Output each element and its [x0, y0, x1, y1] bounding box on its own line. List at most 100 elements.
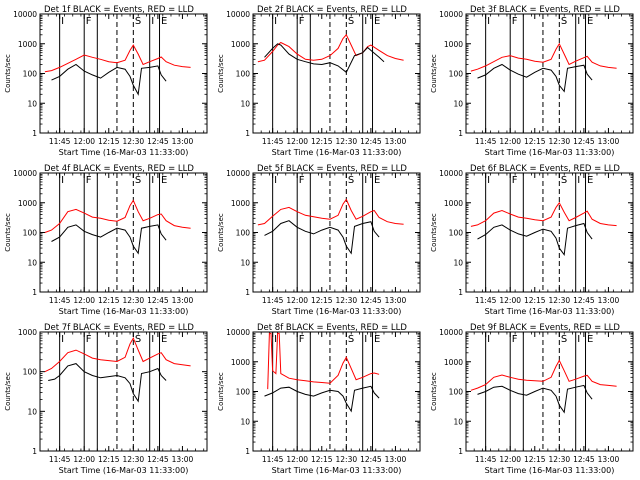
y-tick-label: 10 — [453, 258, 463, 267]
y-tick-label: 1 — [32, 447, 37, 456]
x-tick-label: 13:00 — [172, 137, 194, 146]
y-axis-label: Counts/sec — [430, 372, 438, 411]
event-marker-label: F — [299, 175, 305, 186]
x-tick-label: 12:15 — [311, 296, 333, 305]
event-marker-label: S — [348, 334, 354, 345]
x-axis-label: Start Time (16-Mar-03 11:33:00) — [272, 466, 402, 475]
x-tick-label: 12:45 — [573, 455, 595, 464]
event-marker-label: I — [364, 334, 367, 345]
event-marker-label: E — [374, 16, 380, 27]
x-tick-label: 11:45 — [262, 455, 284, 464]
chart-panel: Det 4f BLACK = Events, RED = LLD Counts/s… — [4, 164, 208, 316]
x-axis-label: Start Time (16-Mar-03 11:33:00) — [272, 148, 402, 157]
x-axis-label: Start Time (16-Mar-03 11:33:00) — [485, 148, 615, 157]
series-line-red — [470, 42, 617, 72]
x-tick-label: 13:00 — [598, 137, 620, 146]
series-line-black — [51, 224, 167, 255]
y-tick-label: 1 — [458, 288, 463, 297]
x-tick-label: 12:00 — [499, 296, 521, 305]
y-tick-label: 1000 — [18, 40, 37, 49]
event-marker-label: F — [512, 334, 518, 345]
y-tick-label: 1 — [32, 129, 37, 138]
x-tick-label: 13:00 — [172, 296, 194, 305]
event-marker-label: S — [135, 175, 141, 186]
x-tick-label: 13:00 — [172, 455, 194, 464]
event-marker-label: S — [561, 175, 567, 186]
chart-title: Det 8f BLACK = Events, RED = LLD — [257, 323, 407, 333]
chart-panel: Det 9f BLACK = Events, RED = LLD Counts/s… — [430, 323, 634, 475]
event-marker-label: E — [374, 175, 380, 186]
y-tick-label: 1 — [458, 129, 463, 138]
y-tick-label: 1 — [32, 288, 37, 297]
x-tick-label: 11:45 — [262, 296, 284, 305]
series-line-black — [264, 43, 385, 74]
x-tick-label: 12:30 — [123, 296, 145, 305]
plot-frame — [252, 172, 421, 293]
event-marker-label: E — [161, 16, 167, 27]
series-line-black — [48, 363, 167, 403]
x-tick-label: 12:30 — [549, 296, 571, 305]
x-axis-label: Start Time (16-Mar-03 11:33:00) — [485, 466, 615, 475]
y-tick-label: 1 — [245, 129, 250, 138]
x-tick-label: 12:00 — [73, 296, 95, 305]
x-tick-label: 12:15 — [311, 455, 333, 464]
event-marker-label: E — [161, 175, 167, 186]
x-tick-label: 13:00 — [598, 296, 620, 305]
x-tick-label: 12:00 — [286, 455, 308, 464]
y-tick-label: 1000 — [231, 358, 250, 367]
x-tick-label: 12:15 — [524, 296, 546, 305]
x-axis-label: Start Time (16-Mar-03 11:33:00) — [272, 307, 402, 316]
series-line-red — [257, 33, 404, 63]
series-line-red — [470, 359, 617, 391]
y-tick-label: 10 — [240, 417, 250, 426]
plot-frame — [39, 331, 208, 452]
series-line-red — [470, 201, 617, 227]
y-tick-label: 10 — [27, 99, 37, 108]
series-line-red — [257, 198, 404, 226]
x-tick-label: 12:15 — [524, 137, 546, 146]
event-marker-label: F — [86, 334, 92, 345]
chart-panel: Det 1f BLACK = Events, RED = LLD Counts/s… — [4, 5, 208, 157]
x-tick-label: 13:00 — [385, 455, 407, 464]
chart-title: Det 7f BLACK = Events, RED = LLD — [44, 323, 194, 333]
y-tick-label: 10 — [240, 99, 250, 108]
event-marker-label: I — [487, 334, 490, 345]
y-tick-label: 10000 — [226, 169, 250, 178]
y-tick-label: 100 — [449, 388, 464, 397]
x-tick-label: 11:45 — [475, 455, 497, 464]
y-axis-label: Counts/sec — [4, 213, 12, 252]
x-tick-label: 12:45 — [360, 455, 382, 464]
x-tick-label: 12:30 — [123, 137, 145, 146]
event-marker-label: F — [299, 16, 305, 27]
y-tick-label: 100 — [23, 229, 38, 238]
y-tick-label: 10 — [27, 407, 37, 416]
y-tick-label: 100 — [449, 229, 464, 238]
y-tick-label: 1 — [458, 447, 463, 456]
event-marker-label: I — [577, 175, 580, 186]
y-tick-label: 100 — [23, 70, 38, 79]
x-tick-label: 12:30 — [549, 455, 571, 464]
event-marker-label: I — [364, 16, 367, 27]
y-tick-label: 1000 — [444, 358, 463, 367]
y-tick-label: 10000 — [13, 169, 37, 178]
chart-panel: Det 7f BLACK = Events, RED = LLD Counts/s… — [4, 323, 208, 475]
event-marker-label: F — [512, 175, 518, 186]
x-tick-label: 13:00 — [598, 455, 620, 464]
event-marker-label: I — [364, 175, 367, 186]
x-axis-label: Start Time (16-Mar-03 11:33:00) — [59, 307, 189, 316]
event-marker-label: I — [61, 175, 64, 186]
y-tick-label: 100 — [449, 70, 464, 79]
x-tick-label: 13:00 — [385, 296, 407, 305]
x-tick-label: 12:45 — [573, 137, 595, 146]
x-tick-label: 12:45 — [147, 137, 169, 146]
x-tick-label: 12:15 — [98, 455, 120, 464]
event-marker-label: I — [61, 334, 64, 345]
x-tick-label: 12:45 — [360, 296, 382, 305]
chart-title: Det 2f BLACK = Events, RED = LLD — [257, 5, 407, 15]
series-line-black — [477, 222, 593, 256]
chart-title: Det 1f BLACK = Events, RED = LLD — [44, 5, 194, 15]
event-marker-label: S — [135, 334, 141, 345]
event-marker-label: I — [274, 16, 277, 27]
series-line-black — [477, 384, 593, 414]
event-marker-label: E — [587, 16, 593, 27]
